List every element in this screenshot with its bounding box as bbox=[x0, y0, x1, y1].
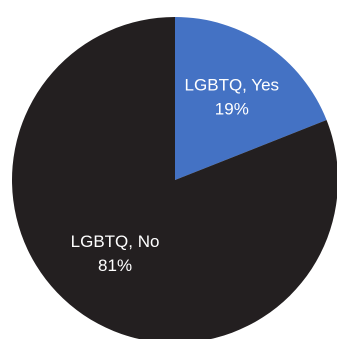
pie-slices bbox=[12, 17, 337, 339]
slice-label-no: LGBTQ, No bbox=[71, 232, 160, 251]
slice-value-no: 81% bbox=[98, 256, 132, 275]
slice-label-yes: LGBTQ, Yes bbox=[185, 75, 280, 94]
slice-value-yes: 19% bbox=[215, 99, 249, 118]
pie-slice-no bbox=[12, 17, 337, 339]
pie-slice-yes bbox=[175, 17, 327, 180]
pie-labels: LGBTQ, Yes 19% LGBTQ, No 81% bbox=[71, 75, 279, 275]
